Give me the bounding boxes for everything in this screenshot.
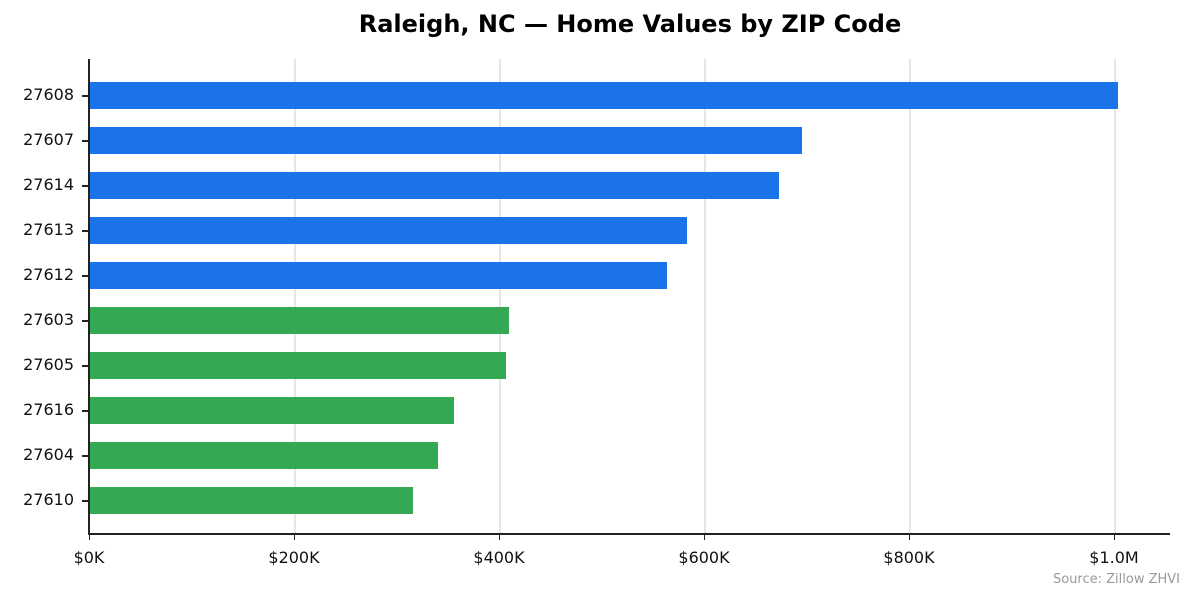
y-tick-label: 27608 xyxy=(23,85,74,104)
y-tick xyxy=(82,230,88,232)
y-tick xyxy=(82,320,88,322)
x-tick-label: $800K xyxy=(883,548,935,567)
bar-27604 xyxy=(89,441,438,469)
bar-27608 xyxy=(89,81,1119,109)
x-tick xyxy=(1113,534,1115,540)
y-axis xyxy=(88,59,90,535)
y-tick xyxy=(82,95,88,97)
bar-27614 xyxy=(89,171,779,199)
gridline xyxy=(499,59,501,534)
x-tick xyxy=(703,534,705,540)
y-tick-label: 27604 xyxy=(23,445,74,464)
bar-27605 xyxy=(89,351,507,379)
y-tick xyxy=(82,410,88,412)
y-tick-label: 27612 xyxy=(23,265,74,284)
chart-title: Raleigh, NC — Home Values by ZIP Code xyxy=(358,10,902,38)
source-note: Source: Zillow ZHVI xyxy=(1052,572,1180,587)
bar-27613 xyxy=(89,216,687,244)
gridline xyxy=(909,59,911,534)
bar-27616 xyxy=(89,396,454,424)
y-tick xyxy=(82,365,88,367)
y-tick xyxy=(82,185,88,187)
x-tick xyxy=(908,534,910,540)
bar-27607 xyxy=(89,126,803,154)
y-tick-label: 27607 xyxy=(23,130,74,149)
y-tick-label: 27613 xyxy=(23,220,74,239)
y-tick xyxy=(82,455,88,457)
x-tick-label: $1.0M xyxy=(1089,548,1139,567)
x-tick xyxy=(88,534,90,540)
x-tick-label: $0K xyxy=(73,548,105,567)
bar-27610 xyxy=(89,486,413,514)
plot-area xyxy=(89,59,1170,534)
x-tick-label: $400K xyxy=(473,548,525,567)
x-axis xyxy=(88,533,1170,535)
gridline xyxy=(294,59,296,534)
x-tick-label: $200K xyxy=(268,548,320,567)
y-tick-label: 27614 xyxy=(23,175,74,194)
gridline xyxy=(704,59,706,534)
y-tick xyxy=(82,275,88,277)
bar-27612 xyxy=(89,261,668,289)
y-tick xyxy=(82,500,88,502)
y-tick-label: 27603 xyxy=(23,310,74,329)
y-tick xyxy=(82,140,88,142)
x-tick xyxy=(293,534,295,540)
y-tick-label: 27605 xyxy=(23,355,74,374)
x-tick-label: $600K xyxy=(678,548,730,567)
bar-27603 xyxy=(89,306,510,334)
x-tick xyxy=(498,534,500,540)
y-tick-label: 27616 xyxy=(23,400,74,419)
gridline xyxy=(1114,59,1116,534)
y-tick-label: 27610 xyxy=(23,490,74,509)
